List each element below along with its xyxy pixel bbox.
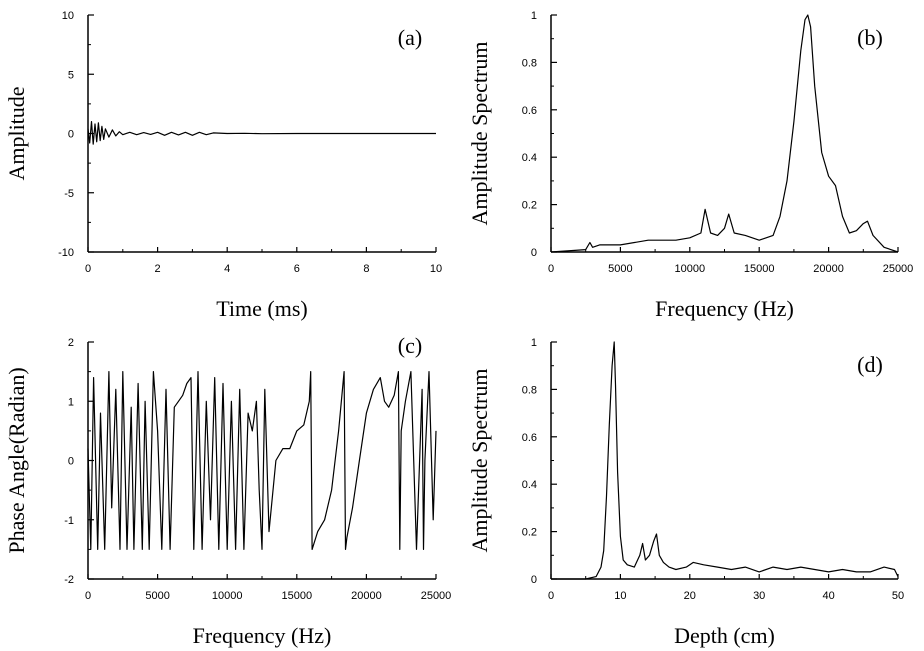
y-tick-label: 0.6 bbox=[522, 105, 537, 117]
panel-label: (b) bbox=[857, 25, 883, 50]
y-tick-label: 1 bbox=[68, 396, 74, 408]
y-tick-label: 10 bbox=[62, 10, 74, 22]
series-line bbox=[87, 371, 437, 551]
y-axis-label: Phase Angle(Radian) bbox=[4, 367, 29, 553]
x-tick-label: 8 bbox=[363, 263, 369, 275]
y-axis-label: Amplitude Spectrum bbox=[467, 369, 492, 553]
panel-b-amplitude-spectrum: 0 5000 10000 15000 20000 25000 0 0.2 0.4 0.6 0.8 1 (… bbox=[467, 10, 913, 321]
y-tick-label: 1 bbox=[531, 337, 537, 349]
x-tick-label: 2 bbox=[155, 263, 161, 275]
series-line bbox=[87, 120, 436, 145]
panel-label: (c) bbox=[398, 333, 422, 358]
y-tick-label: -1 bbox=[64, 515, 74, 527]
y-tick-label: 0.2 bbox=[522, 527, 537, 539]
x-tick-label: 5000 bbox=[608, 263, 632, 275]
y-tick-label: 0.2 bbox=[522, 200, 537, 212]
x-tick-label: 0 bbox=[548, 590, 554, 602]
y-tick-label: 0.4 bbox=[522, 479, 537, 491]
y-tick-label: 1 bbox=[531, 10, 537, 22]
x-tick-label: 10000 bbox=[675, 263, 706, 275]
x-tick-label: 20 bbox=[684, 590, 696, 602]
y-tick-label: 0 bbox=[531, 247, 537, 259]
x-tick-label: 0 bbox=[548, 263, 554, 275]
y-tick-label: 0.8 bbox=[522, 57, 537, 69]
y-tick-label: 0.4 bbox=[522, 152, 537, 164]
x-tick-label: 40 bbox=[822, 590, 834, 602]
panel-a-amplitude-vs-time: 0 2 4 6 8 10 -10 -5 0 5 10 (a) Time (ms) Amplitude bbox=[4, 10, 442, 321]
y-tick-label: -10 bbox=[58, 247, 74, 259]
series-line bbox=[550, 14, 899, 253]
y-tick-label: 0.8 bbox=[522, 384, 537, 396]
x-tick-label: 20000 bbox=[351, 590, 382, 602]
x-tick-label: 10 bbox=[430, 263, 442, 275]
x-tick-label: 5000 bbox=[145, 590, 169, 602]
x-tick-label: 10000 bbox=[212, 590, 243, 602]
x-tick-label: 10 bbox=[614, 590, 626, 602]
x-tick-label: 0 bbox=[85, 590, 91, 602]
y-tick-label: 0.6 bbox=[522, 432, 537, 444]
panel-label: (d) bbox=[857, 352, 883, 377]
x-tick-label: 25000 bbox=[421, 590, 452, 602]
x-tick-label: 15000 bbox=[282, 590, 313, 602]
x-tick-label: 20000 bbox=[813, 263, 844, 275]
x-axis-label: Depth (cm) bbox=[674, 623, 775, 648]
x-axis-label: Frequency (Hz) bbox=[655, 296, 794, 321]
x-tick-label: 50 bbox=[892, 590, 904, 602]
y-tick-label: -5 bbox=[64, 188, 74, 200]
x-axis-label: Frequency (Hz) bbox=[193, 623, 332, 648]
x-tick-label: 15000 bbox=[744, 263, 775, 275]
x-axis-label: Time (ms) bbox=[216, 296, 307, 321]
panel-label: (a) bbox=[398, 25, 422, 50]
panel-d-depth-spectrum: 0 10 20 30 40 50 0 0.2 0.4 0.6 0.8 1 (d) Depth (cm) Am… bbox=[467, 337, 904, 648]
x-tick-label: 30 bbox=[753, 590, 765, 602]
y-tick-label: 0 bbox=[68, 129, 74, 141]
x-tick-label: 25000 bbox=[883, 263, 914, 275]
y-tick-label: -2 bbox=[64, 574, 74, 586]
y-tick-label: 0 bbox=[531, 574, 537, 586]
y-tick-label: 5 bbox=[68, 69, 74, 81]
y-axis-label: Amplitude Spectrum bbox=[467, 42, 492, 226]
x-tick-label: 4 bbox=[224, 263, 230, 275]
y-axis-label: Amplitude bbox=[4, 86, 29, 180]
x-tick-label: 6 bbox=[294, 263, 300, 275]
panel-c-phase-angle: 0 5000 10000 15000 20000 25000 -2 -1 0 1 2 (c) Frequ… bbox=[4, 333, 451, 648]
y-tick-label: 2 bbox=[68, 337, 74, 349]
x-tick-label: 0 bbox=[85, 263, 91, 275]
series-line bbox=[551, 341, 899, 580]
y-tick-label: 0 bbox=[68, 456, 74, 468]
